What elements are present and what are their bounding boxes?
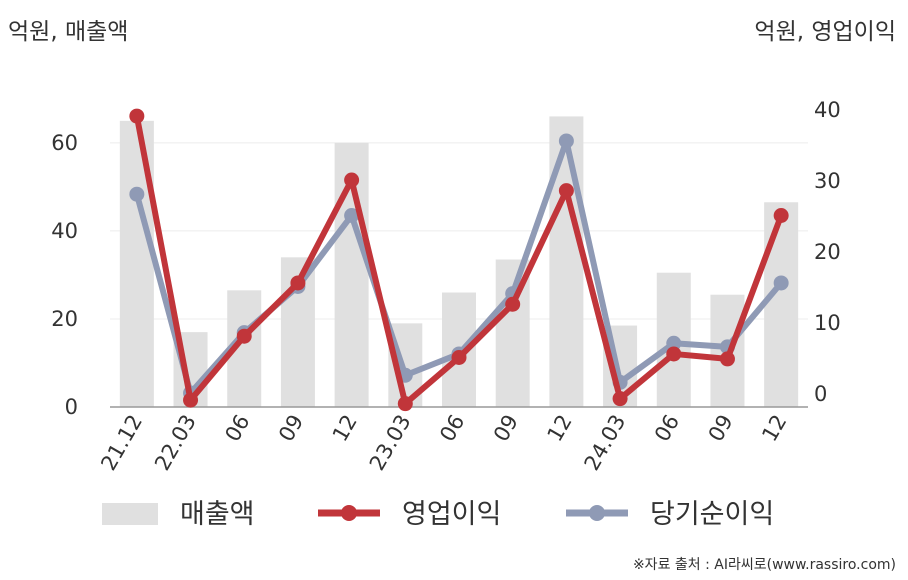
series-point	[612, 391, 628, 407]
series-point	[344, 172, 360, 188]
series-point	[129, 186, 145, 202]
left-tick-label: 0	[65, 395, 78, 419]
x-tick-label: 12	[328, 411, 362, 446]
series-point	[773, 275, 789, 291]
legend-label: 매출액	[180, 499, 255, 530]
right-axis-unit-label: 억원, 영업이익	[754, 19, 896, 45]
series-point	[290, 275, 306, 291]
x-tick-label: 06	[650, 411, 684, 446]
series-point	[344, 208, 360, 223]
right-tick-label: 40	[814, 98, 841, 122]
series-point	[236, 328, 252, 344]
x-tick-label: 06	[220, 411, 254, 446]
series-point	[666, 335, 682, 351]
x-tick-label: 09	[704, 411, 738, 446]
profit-lines	[129, 108, 789, 412]
left-tick-label: 60	[51, 131, 78, 155]
series-point	[451, 350, 467, 365]
right-axis-ticks: 0 10 20 30 40	[814, 98, 841, 406]
revenue-bar	[764, 202, 799, 407]
series-point	[397, 396, 413, 412]
left-tick-label: 40	[51, 219, 78, 243]
revenue-bar	[549, 116, 584, 408]
left-tick-label: 20	[51, 307, 78, 331]
x-axis-ticks: 21.12 22.03 06 09 12 23.03 06 09 12 24.03 06 09 12	[96, 411, 791, 475]
left-axis-unit-label: 억원, 매출액	[8, 19, 129, 45]
series-point	[773, 208, 789, 223]
left-axis-ticks: 0 20 40 60	[51, 131, 78, 419]
series-point	[505, 296, 521, 312]
x-tick-label: 22.03	[150, 411, 201, 475]
x-tick-label: 12	[543, 411, 577, 446]
x-tick-label: 23.03	[365, 411, 416, 475]
series-point	[719, 351, 735, 367]
source-note: ※자료 출처 : AI라씨로(www.rassiro.com)	[632, 557, 896, 573]
legend-swatch-dot	[589, 505, 605, 521]
series-point	[183, 392, 199, 408]
x-tick-label: 21.12	[96, 411, 147, 475]
series-point	[129, 108, 145, 124]
legend-swatch-dot	[341, 505, 357, 521]
legend-swatch	[102, 503, 158, 525]
right-tick-label: 20	[814, 240, 841, 264]
right-tick-label: 0	[814, 382, 827, 406]
x-tick-label: 06	[435, 411, 469, 446]
right-tick-label: 30	[814, 169, 841, 193]
x-tick-label: 09	[274, 411, 308, 446]
x-tick-label: 12	[757, 411, 791, 446]
legend-label: 당기순이익	[650, 499, 774, 530]
x-tick-label: 09	[489, 411, 523, 446]
right-tick-label: 10	[814, 311, 841, 335]
x-tick-label: 24.03	[580, 411, 631, 475]
legend: 매출액 영업이익 당기순이익	[102, 499, 774, 530]
series-point	[558, 183, 574, 199]
series-point	[558, 133, 574, 149]
legend-label: 영업이익	[402, 499, 501, 530]
series-point	[666, 346, 682, 362]
